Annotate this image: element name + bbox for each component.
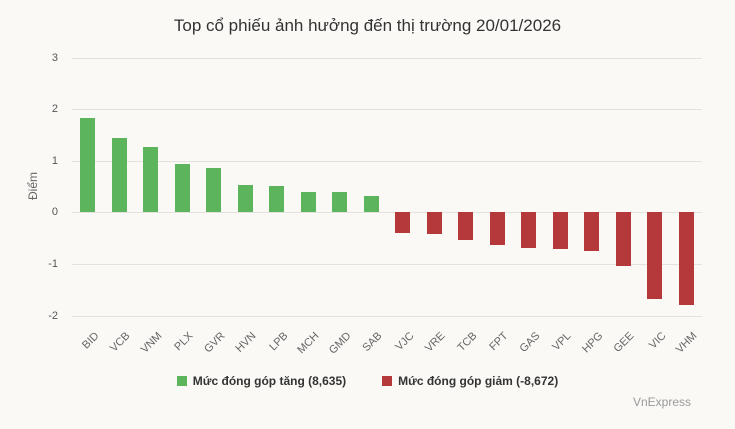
bar-vcb[interactable]: [111, 137, 127, 213]
y-tick-label: 0: [51, 206, 58, 219]
bar-fpt[interactable]: [489, 212, 505, 245]
legend-item-positive[interactable]: Mức đóng góp tăng (8,635): [176, 374, 347, 388]
x-tick-label: FPT: [487, 330, 511, 354]
x-tick-label: TCB: [455, 330, 480, 355]
bar-gas[interactable]: [521, 212, 537, 248]
gridline: [72, 212, 702, 213]
bar-vhm[interactable]: [678, 212, 694, 305]
source-credit: VnExpress: [632, 395, 691, 409]
x-tick-label: VCB: [108, 330, 133, 355]
x-tick-label: VNM: [138, 330, 165, 356]
bar-vic[interactable]: [647, 212, 663, 299]
legend-item-negative[interactable]: Mức đóng góp giảm (-8,672): [382, 374, 558, 388]
x-tick-label: VHM: [673, 330, 700, 356]
bar-gee[interactable]: [615, 212, 631, 266]
gridline: [72, 264, 702, 265]
x-tick-label: GMD: [326, 330, 354, 357]
legend-label-positive: Mức đóng góp tăng (8,635): [192, 374, 347, 388]
x-tick-label: GAS: [517, 330, 543, 355]
y-tick-label: -1: [48, 257, 58, 270]
gridline: [72, 58, 702, 59]
x-tick-label: VJC: [393, 330, 417, 354]
bar-vpl[interactable]: [552, 212, 568, 249]
x-tick-label: VRE: [423, 330, 448, 355]
x-tick-label: BID: [79, 330, 102, 352]
x-tick-label: VIC: [646, 330, 669, 352]
x-tick-label: MCH: [295, 330, 322, 357]
bar-gmd[interactable]: [332, 192, 348, 213]
legend-label-negative: Mức đóng góp giảm (-8,672): [398, 374, 559, 388]
bar-bid[interactable]: [80, 117, 96, 213]
bar-vjc[interactable]: [395, 212, 411, 234]
x-tick-label: VPL: [550, 330, 574, 354]
bar-vnm[interactable]: [143, 146, 159, 213]
bar-gvr[interactable]: [206, 167, 222, 213]
x-tick-label: PLX: [172, 330, 196, 354]
bar-hpg[interactable]: [584, 212, 600, 251]
y-tick-label: 1: [51, 154, 58, 167]
x-tick-label: SAB: [360, 330, 385, 355]
x-tick-label: HPG: [579, 330, 606, 356]
gridline: [72, 109, 702, 110]
bar-vre[interactable]: [426, 212, 442, 235]
legend-swatch-negative: [382, 376, 393, 386]
y-axis-label: Điểm: [26, 171, 40, 201]
y-tick-label: 2: [51, 103, 58, 116]
chart-title: Top cổ phiếu ảnh hưởng đến thị trường 20…: [173, 16, 562, 35]
x-tick-label: LPB: [267, 330, 291, 354]
legend-swatch-positive: [176, 376, 187, 386]
bar-plx[interactable]: [174, 163, 190, 213]
bar-sab[interactable]: [363, 195, 379, 213]
gridline: [72, 161, 702, 162]
legend: Mức đóng góp tăng (8,635) Mức đóng góp g…: [0, 374, 735, 388]
bar-lpb[interactable]: [269, 185, 285, 213]
gridline: [72, 316, 702, 317]
x-tick-label: GEE: [611, 330, 637, 355]
bar-hvn[interactable]: [237, 184, 253, 213]
x-tick-label: HVN: [233, 330, 259, 355]
y-tick-label: 3: [51, 51, 58, 64]
y-tick-label: -2: [48, 309, 58, 322]
bar-mch[interactable]: [300, 192, 316, 213]
bar-tcb[interactable]: [458, 212, 474, 240]
x-tick-label: GVR: [201, 330, 228, 356]
